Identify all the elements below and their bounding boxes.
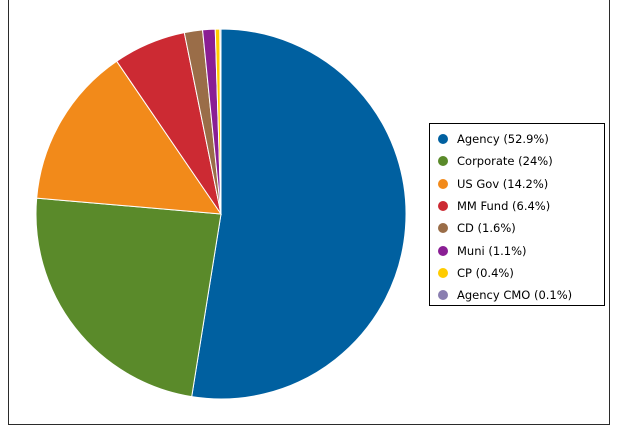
pie-slice-agency [191, 28, 407, 400]
legend-swatch-agency [438, 134, 448, 145]
legend-item-cp: CP (0.4%) [430, 262, 604, 284]
pie-slice-corporate [35, 197, 222, 398]
legend-label-muni: Muni (1.1%) [457, 243, 527, 258]
legend-label-agency-cmo: Agency CMO (0.1%) [457, 288, 573, 303]
legend-label-mm-fund: MM Fund (6.4%) [457, 199, 551, 214]
legend-item-agency-cmo: Agency CMO (0.1%) [430, 284, 604, 306]
legend-item-us-gov: US Gov (14.2%) [430, 173, 604, 195]
legend-label-corporate: Corporate (24%) [457, 154, 553, 169]
pie-slice-agency-cmo [219, 28, 222, 215]
legend-item-muni: Muni (1.1%) [430, 239, 604, 261]
legend-label-agency: Agency (52.9%) [457, 132, 549, 147]
legend-swatch-us-gov [438, 178, 448, 189]
legend-label-cp: CP (0.4%) [457, 265, 514, 280]
legend-swatch-cd [438, 223, 448, 234]
legend-swatch-mm-fund [438, 201, 448, 212]
pie-slices [35, 28, 407, 400]
legend-swatch-muni [438, 245, 448, 256]
legend-swatch-cp [438, 267, 448, 278]
legend-swatch-agency-cmo [438, 290, 448, 301]
legend-item-cd: CD (1.6%) [430, 217, 604, 239]
legend-swatch-corporate [438, 156, 448, 167]
legend-label-us-gov: US Gov (14.2%) [457, 176, 549, 191]
legend: Agency (52.9%) Corporate (24%) US Gov (1… [429, 123, 605, 306]
legend-item-mm-fund: MM Fund (6.4%) [430, 195, 604, 217]
pie-slice-us-gov [36, 60, 223, 215]
legend-label-cd: CD (1.6%) [457, 221, 516, 236]
legend-item-agency: Agency (52.9%) [430, 128, 604, 150]
legend-item-corporate: Corporate (24%) [430, 150, 604, 172]
